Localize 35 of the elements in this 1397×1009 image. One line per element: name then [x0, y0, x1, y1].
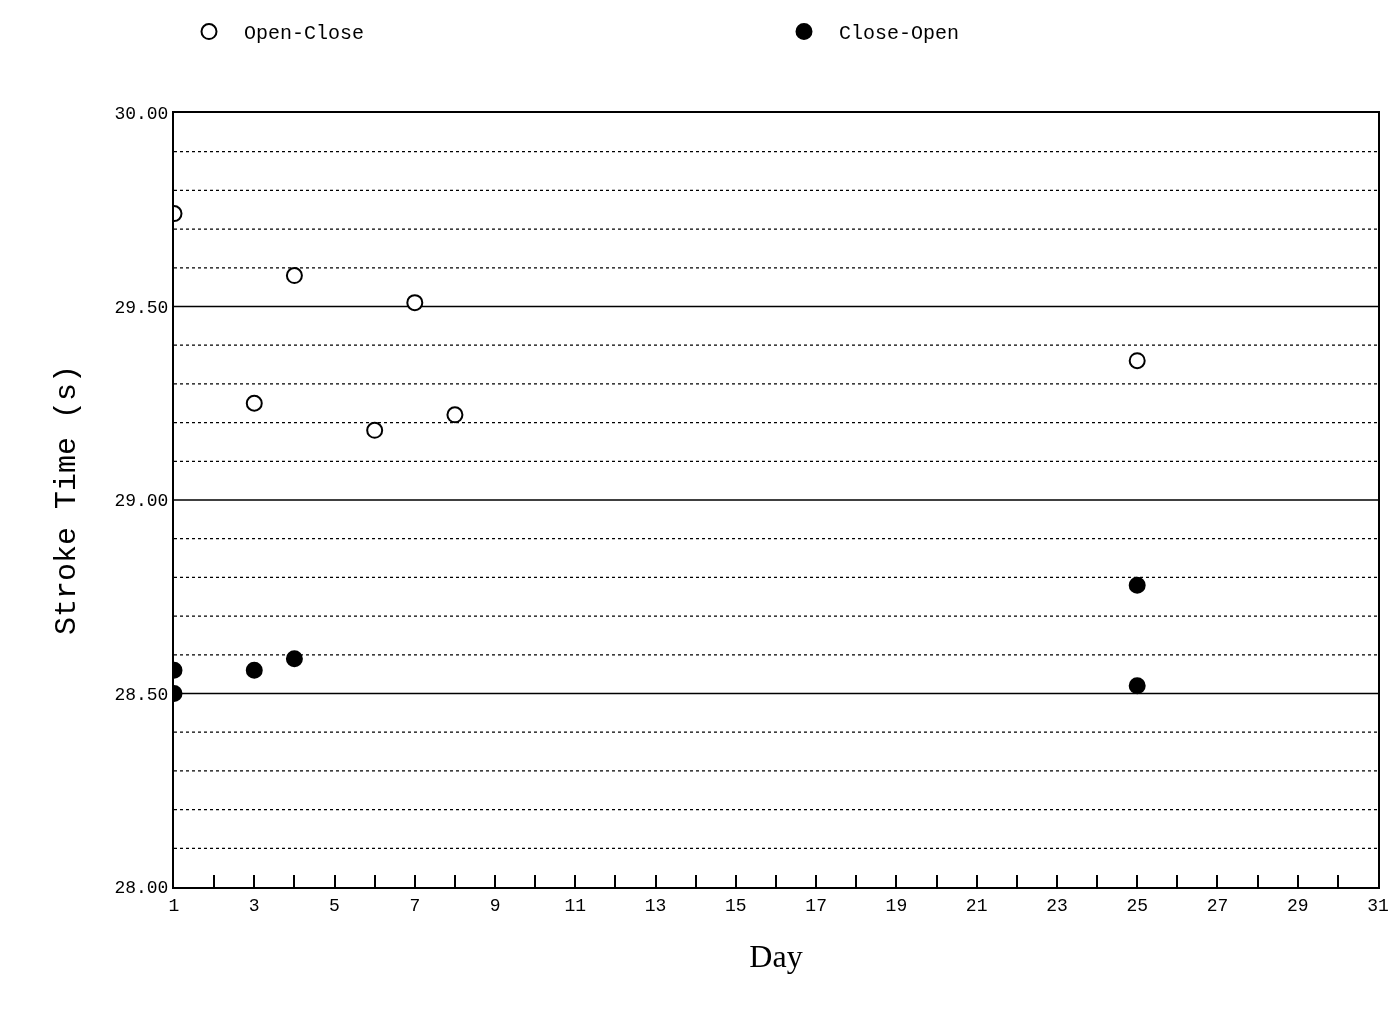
legend-label: Close-Open [839, 22, 960, 46]
y-tick-label: 28.50 [114, 684, 169, 705]
x-axis-title: Day [749, 938, 803, 974]
x-tick-label: 1 [168, 895, 180, 916]
point [285, 267, 303, 285]
y-tick-label: 29.00 [114, 491, 169, 512]
x-tick-label: 23 [1046, 895, 1068, 916]
x-tick-label: 29 [1286, 895, 1309, 916]
x-tick-label: 5 [329, 895, 340, 916]
point [285, 650, 303, 668]
point [245, 661, 263, 679]
x-tick-label: 27 [1206, 895, 1229, 916]
x-tick-label: 15 [725, 895, 747, 916]
x-tick-label: 19 [885, 895, 908, 916]
point [245, 394, 263, 412]
x-tick-label: 9 [489, 895, 501, 916]
y-axis-title: Stroke Time (s) [49, 364, 84, 636]
x-tick-label: 13 [644, 895, 667, 916]
x-tick-label: 3 [248, 895, 260, 916]
point [366, 421, 384, 439]
x-tick-label: 25 [1126, 895, 1148, 916]
point [446, 406, 464, 424]
y-tick-label: 28.00 [114, 878, 169, 899]
x-tick-label: 7 [409, 895, 421, 916]
legend-label: Open-Close [244, 22, 365, 46]
x-tick-label: 17 [805, 895, 827, 916]
point [1128, 677, 1146, 695]
point [1128, 576, 1146, 594]
x-tick-label: 21 [965, 895, 988, 916]
point [406, 294, 424, 312]
point [1128, 352, 1146, 370]
x-tick-label: 11 [564, 895, 587, 916]
x-tick-label: 31 [1367, 895, 1389, 916]
y-tick-label: 29.50 [114, 297, 169, 318]
y-tick-label: 30.00 [114, 104, 169, 125]
